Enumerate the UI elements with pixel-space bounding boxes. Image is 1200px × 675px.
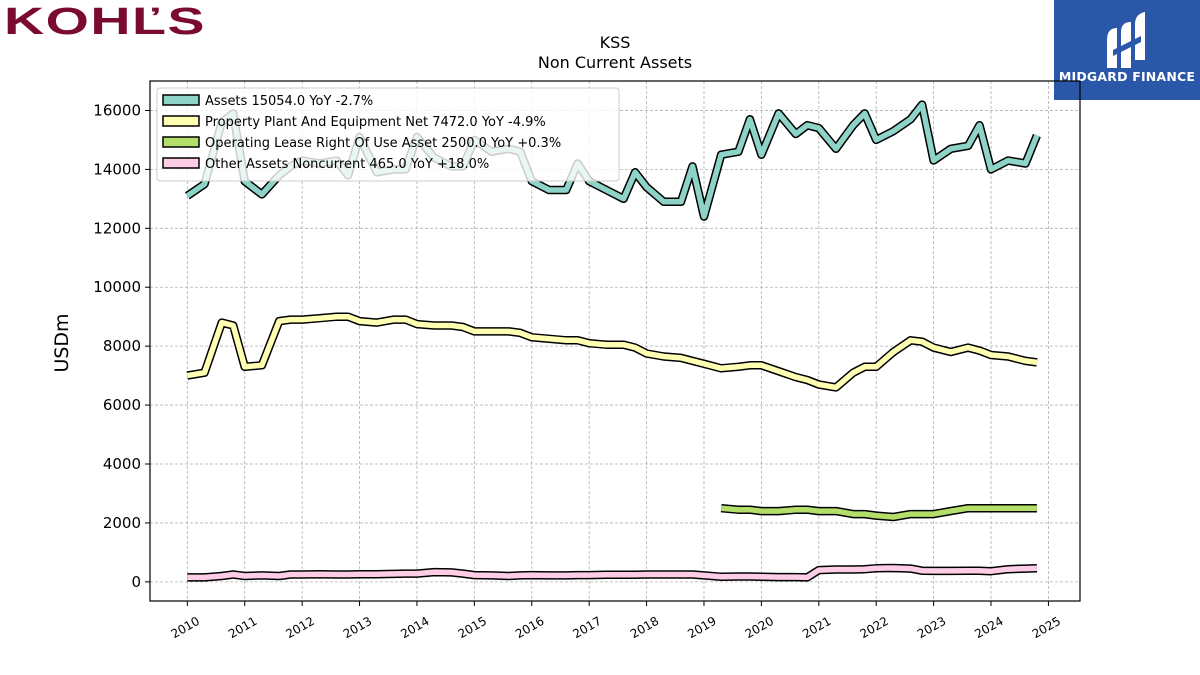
series-line-3 (720, 505, 1037, 520)
legend: Assets 15054.0 YoY -2.7% Property Plant A… (156, 87, 620, 182)
series-line-4 (187, 565, 1037, 581)
legend-entry: Property Plant And Equipment Net 7472.0 … (205, 115, 546, 130)
axes: 2010 2011 2012 2013 2014 2015 2016 2017 2018 2019… (93, 101, 1063, 641)
chart-subtitle: Non Current Assets (537, 53, 693, 72)
y-tick-label: 2000 (103, 514, 141, 532)
chart-title: KSS (599, 33, 631, 52)
x-tick-label: 2011 (226, 614, 259, 641)
y-tick-label: 12000 (93, 219, 141, 237)
y-tick-label: 14000 (93, 160, 141, 178)
x-tick-label: 2025 (1030, 614, 1063, 641)
series-line-outline (186, 312, 1038, 392)
y-tick-label: 10000 (93, 278, 141, 296)
x-tick-label: 2019 (685, 614, 718, 641)
y-tick-label: 0 (131, 573, 141, 591)
x-tick-label: 2020 (743, 614, 776, 641)
legend-swatch (162, 157, 200, 169)
y-tick-label: 8000 (103, 337, 141, 355)
x-tick-label: 2021 (800, 614, 833, 641)
y-tick-label: 16000 (93, 101, 141, 119)
kohls-logo: KOHĽS (4, 2, 206, 42)
x-tick-label: 2023 (915, 614, 948, 641)
midgard-brand-text: MIDGARD FINANCE (1058, 69, 1196, 84)
legend-entry: Assets 15054.0 YoY -2.7% (205, 94, 373, 109)
legend-entry: Operating Lease Right Of Use Asset 2500.… (205, 136, 561, 151)
x-tick-label: 2016 (513, 614, 546, 641)
x-tick-label: 2022 (857, 614, 890, 641)
x-tick-label: 2015 (456, 614, 489, 641)
legend-box (156, 87, 620, 182)
midgard-mark-icon (1107, 12, 1145, 68)
legend-swatch (162, 94, 200, 106)
x-tick-label: 2024 (972, 614, 1005, 641)
legend-swatch (162, 115, 200, 127)
kohls-logo-text: KOHĽS (4, 2, 206, 42)
x-tick-label: 2010 (169, 614, 202, 641)
x-tick-label: 2014 (398, 614, 431, 641)
midgard-finance-logo: MIDGARD FINANCE (1054, 0, 1200, 100)
x-tick-label: 2012 (283, 614, 316, 641)
chart-title-block: KSS Non Current Assets (415, 33, 815, 73)
x-tick-label: 2017 (570, 614, 603, 641)
x-tick-label: 2018 (628, 614, 661, 641)
series-line-2 (186, 313, 1038, 391)
plot-frame (149, 80, 1081, 602)
legend-swatch (162, 136, 200, 148)
x-tick-label: 2013 (341, 614, 374, 641)
y-tick-label: 4000 (103, 455, 141, 473)
y-tick-label: 6000 (103, 396, 141, 414)
legend-entry: Other Assets Noncurrent 465.0 YoY +18.0% (205, 157, 489, 172)
